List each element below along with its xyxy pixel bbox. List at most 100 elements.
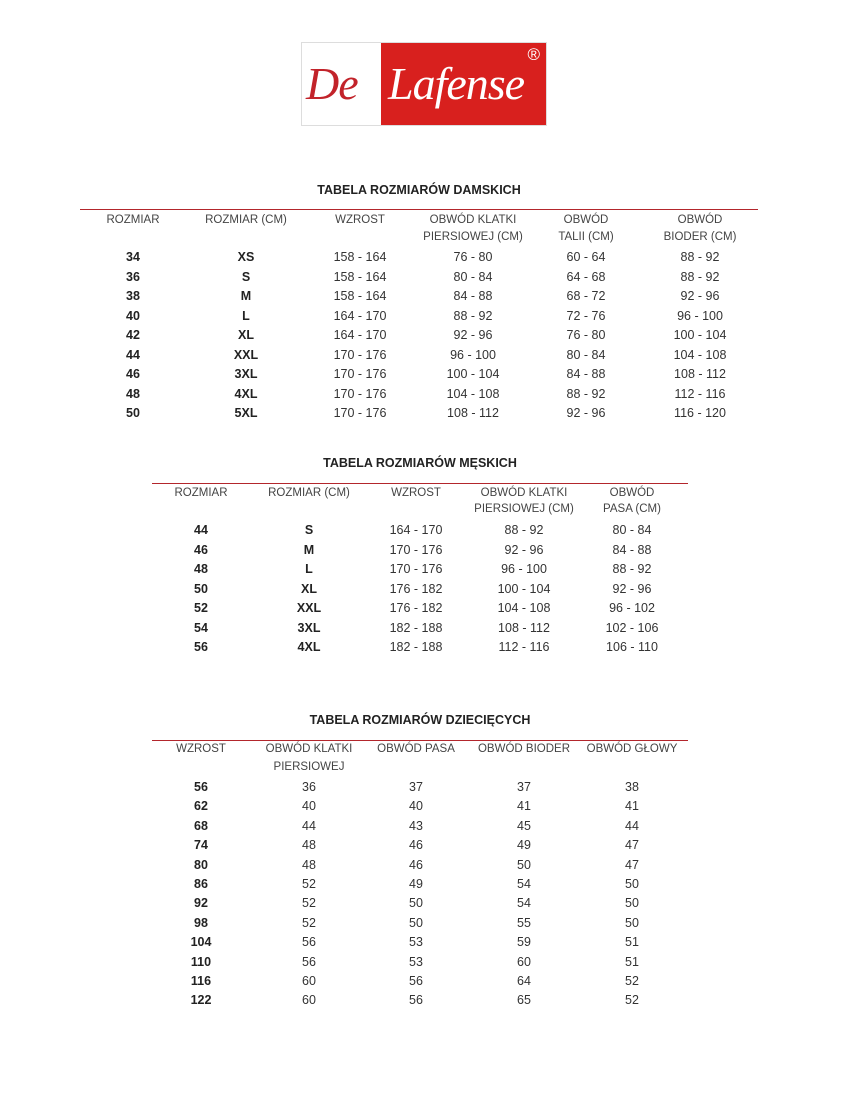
table-cell: 48 [302, 857, 316, 872]
table-cell: 176 - 182 [389, 601, 443, 615]
column-header: TALII (CM) [558, 231, 614, 243]
table-cell: 60 [302, 993, 316, 1008]
table-cell: 52 [625, 974, 639, 988]
table-cell: 54 [194, 620, 208, 635]
column-header: BIODER (CM) [663, 231, 737, 243]
table-cell: 102 - 106 [605, 620, 659, 635]
table-cell: 76 - 80 [453, 250, 493, 264]
column-header: OBWÓD KLATKI [265, 743, 353, 755]
table-cell: 44 [302, 818, 316, 833]
table-cell: 64 [517, 974, 531, 988]
table-cell: M [303, 542, 315, 557]
table-cell: 50 [625, 915, 639, 930]
table-cell: 100 - 104 [673, 328, 727, 342]
table-cell: 50 [126, 406, 140, 420]
table-cell: 68 - 72 [566, 289, 606, 303]
table-cell: 108 - 112 [674, 367, 726, 381]
logo-text-lafense: Lafense [388, 58, 525, 109]
table-cell: 53 [409, 935, 423, 950]
table-cell: 4XL [297, 640, 321, 654]
table-cell: 42 [126, 328, 140, 342]
table-cell: 170 - 176 [333, 347, 387, 362]
column-header: OBWÓD [609, 487, 655, 499]
table-cell: 52 [194, 601, 208, 615]
column-header: OBWÓD [563, 214, 609, 226]
table-cell: 50 [625, 877, 639, 891]
table-cell: 164 - 170 [333, 328, 387, 342]
table-cell: 56 [302, 935, 316, 950]
table-title-women: TABELA ROZMIARÓW DAMSKICH [317, 183, 521, 197]
column-header: PIERSIOWEJ (CM) [423, 231, 523, 243]
table-cell: 158 - 164 [333, 269, 387, 284]
table-cell: 92 - 96 [504, 542, 544, 557]
table-cell: 37 [517, 780, 531, 794]
table-cell: 54 [517, 877, 531, 891]
table-cell: 100 - 104 [497, 581, 551, 596]
table-cell: 84 - 88 [453, 289, 493, 303]
table-cell: XXL [296, 601, 322, 615]
table-cell: 47 [625, 857, 639, 872]
table-cell: 56 [409, 974, 423, 988]
table-cell: 92 - 96 [680, 289, 720, 303]
table-cell: 112 - 116 [498, 640, 550, 654]
table-cell: 60 - 64 [566, 250, 606, 264]
table-cell: 50 [625, 896, 639, 911]
table-cell: 112 - 116 [674, 386, 726, 401]
table-cell: 182 - 188 [389, 640, 443, 654]
table-cell: 56 [194, 780, 208, 794]
table-cell: 60 [517, 954, 531, 969]
table-cell: 104 - 108 [446, 386, 500, 401]
table-cell: 3XL [234, 367, 258, 381]
table-cell: 164 - 170 [333, 308, 387, 323]
column-header: WZROST [335, 214, 385, 226]
table-cell: 116 - 120 [674, 406, 726, 420]
table-cell: XL [238, 328, 254, 342]
table-cell: 48 [126, 386, 140, 401]
table-cell: 53 [409, 954, 423, 969]
table-cell: 52 [625, 993, 639, 1008]
table-cell: 49 [409, 877, 423, 891]
table-cell: 46 [126, 367, 140, 381]
table-cell: 170 - 176 [333, 367, 387, 381]
table-cell: 51 [625, 954, 639, 969]
column-header: OBWÓD PASA [377, 743, 455, 755]
table-cell: 52 [302, 915, 316, 930]
column-header: OBWÓD KLATKI [429, 214, 517, 226]
table-cell: 108 - 112 [498, 620, 550, 635]
table-cell: 92 - 96 [453, 328, 493, 342]
table-cell: 37 [409, 780, 423, 794]
table-cell: 50 [409, 915, 423, 930]
column-header: ROZMIAR [174, 487, 228, 499]
table-cell: 164 - 170 [389, 523, 443, 537]
table-cell: 52 [302, 896, 316, 911]
table-cell: 44 [625, 818, 639, 833]
table-cell: 56 [409, 993, 423, 1008]
table-cell: 116 [190, 974, 212, 988]
table-cell: 88 - 92 [453, 308, 493, 323]
column-header: PASA (CM) [603, 503, 661, 515]
table-cell: 3XL [297, 620, 321, 635]
table-cell: 51 [625, 935, 639, 950]
table-cell: 55 [517, 915, 531, 930]
table-cell: 88 - 92 [612, 562, 652, 576]
table-cell: 76 - 80 [566, 328, 606, 342]
table-cell: 56 [302, 954, 316, 969]
table-cell: 84 - 88 [566, 367, 606, 381]
column-header: OBWÓD GŁOWY [586, 743, 678, 755]
table-cell: 60 [302, 974, 316, 988]
table-cell: 98 [194, 915, 208, 930]
table-cell: 52 [302, 877, 316, 891]
table-cell: 96 - 100 [450, 347, 496, 362]
table-cell: 34 [126, 250, 140, 264]
table-cell: S [241, 269, 251, 284]
table-cell: 100 - 104 [446, 367, 500, 381]
table-cell: 80 [194, 857, 208, 872]
table-title-men: TABELA ROZMIARÓW MĘSKICH [323, 456, 517, 470]
table-cell: 65 [517, 993, 531, 1008]
table-cell: 104 - 108 [673, 347, 727, 362]
table-cell: 38 [126, 289, 140, 303]
table-cell: 4XL [234, 386, 258, 401]
table-cell: 45 [517, 818, 531, 833]
table-cell: 158 - 164 [333, 289, 387, 303]
table-cell: 106 - 110 [606, 640, 658, 654]
